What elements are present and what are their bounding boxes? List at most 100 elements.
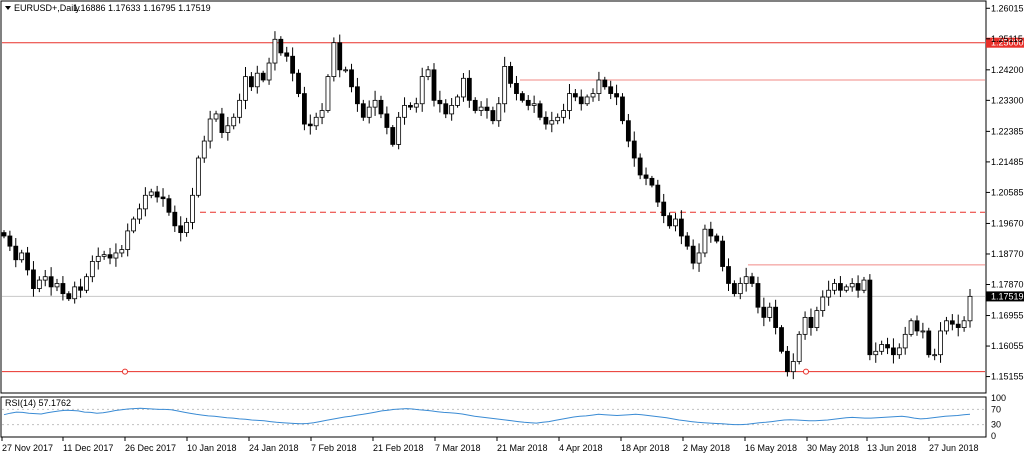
x-tick-label: 11 Dec 2017 bbox=[63, 443, 113, 453]
candle-body bbox=[867, 279, 873, 356]
candle-body bbox=[461, 77, 466, 98]
candle-body bbox=[508, 66, 513, 84]
candle-body bbox=[154, 191, 160, 198]
y-tick-label: 1.18770 bbox=[991, 249, 1024, 259]
candle-body bbox=[484, 106, 490, 111]
candle-body bbox=[637, 157, 643, 176]
candle-body bbox=[78, 286, 83, 291]
candle-body bbox=[832, 283, 837, 291]
candle-body bbox=[896, 347, 902, 356]
candle-body bbox=[296, 72, 301, 94]
candle-body bbox=[349, 69, 354, 88]
candle-body bbox=[944, 320, 949, 332]
candle-body bbox=[914, 320, 920, 332]
y-tick-label: 1.16055 bbox=[991, 341, 1024, 351]
candle-body bbox=[667, 215, 672, 227]
candle-body bbox=[36, 279, 42, 289]
candle-body bbox=[325, 76, 331, 111]
candle-body bbox=[166, 198, 172, 213]
y-tick-label: 1.17870 bbox=[991, 279, 1024, 289]
candle-body bbox=[343, 69, 349, 72]
candle-body bbox=[514, 82, 519, 94]
candle-body bbox=[48, 276, 54, 288]
candle-body bbox=[95, 255, 101, 262]
candle-body bbox=[814, 310, 820, 328]
candle-body bbox=[961, 320, 967, 328]
candle-body bbox=[31, 269, 36, 289]
candle-body bbox=[525, 99, 531, 106]
candle-body bbox=[89, 261, 95, 278]
candle-body bbox=[614, 93, 619, 98]
candle-body bbox=[101, 254, 107, 257]
candle-body bbox=[213, 113, 219, 120]
candle-body bbox=[72, 286, 78, 300]
horizontal-levels[interactable]: 1.25000 bbox=[2, 37, 1024, 375]
candle-body bbox=[1, 232, 7, 237]
current-price-line: 1.17519 bbox=[2, 291, 1024, 302]
candle-body bbox=[396, 116, 402, 145]
candle-body bbox=[13, 245, 19, 261]
alert-marker-icon[interactable] bbox=[803, 368, 809, 375]
candle-body bbox=[802, 316, 808, 335]
candle-body bbox=[190, 194, 195, 223]
candle-body bbox=[714, 235, 720, 242]
candle-body bbox=[849, 283, 855, 288]
x-tick-label: 7 Feb 2018 bbox=[311, 443, 357, 453]
x-tick-label: 2 May 2018 bbox=[683, 443, 730, 453]
candle-body bbox=[402, 105, 407, 118]
candle-body bbox=[231, 116, 237, 127]
candle-body bbox=[496, 103, 502, 122]
candle-body bbox=[449, 105, 455, 115]
candle-body bbox=[248, 76, 254, 88]
symbol-label: EURUSD+,Daily bbox=[14, 3, 80, 13]
candle-body bbox=[431, 69, 437, 101]
candle-body bbox=[25, 252, 30, 271]
candle-body bbox=[578, 96, 584, 105]
candle-body bbox=[932, 354, 938, 357]
candle-body bbox=[908, 320, 914, 335]
candle-body bbox=[549, 120, 555, 125]
candle-body bbox=[584, 96, 590, 105]
y-tick-label: 1.16955 bbox=[991, 311, 1024, 321]
candle-body bbox=[902, 333, 908, 349]
rsi-axis-label: 30 bbox=[991, 420, 1001, 430]
candle-body bbox=[519, 93, 525, 101]
candle-body bbox=[743, 276, 749, 284]
candle-body bbox=[66, 293, 72, 300]
candle-body bbox=[843, 286, 849, 291]
candle-body bbox=[201, 140, 207, 159]
candle-body bbox=[125, 230, 131, 250]
candle-body bbox=[119, 249, 125, 254]
candle-body bbox=[107, 254, 113, 259]
candle-body bbox=[60, 283, 66, 295]
candle-body bbox=[84, 276, 89, 291]
candle-body bbox=[561, 110, 566, 118]
x-tick-label: 18 Apr 2018 bbox=[621, 443, 670, 453]
candle-body bbox=[437, 99, 443, 105]
candle-body bbox=[779, 327, 784, 352]
candle-body bbox=[572, 93, 578, 98]
alert-marker-icon[interactable] bbox=[122, 368, 128, 375]
candle-body bbox=[502, 66, 508, 105]
candle-body bbox=[625, 120, 631, 142]
candle-body bbox=[7, 235, 13, 247]
y-tick-label: 1.22385 bbox=[991, 126, 1024, 136]
candle-body bbox=[955, 323, 961, 328]
candle-body bbox=[237, 99, 243, 118]
candle-body bbox=[284, 52, 290, 57]
current-price-tag-label: 1.17519 bbox=[991, 291, 1024, 301]
x-tick-label: 7 Mar 2018 bbox=[435, 443, 481, 453]
dropdown-triangle-icon[interactable] bbox=[5, 6, 11, 10]
candle-body bbox=[390, 127, 396, 145]
candle-body bbox=[702, 228, 708, 254]
x-tick-label: 30 May 2018 bbox=[807, 443, 859, 453]
candle-body bbox=[690, 245, 696, 264]
y-tick-label: 1.20585 bbox=[991, 187, 1024, 197]
candle-body bbox=[243, 76, 248, 101]
candle-body bbox=[337, 42, 343, 71]
candle-body bbox=[531, 103, 537, 106]
candle-body bbox=[207, 118, 213, 142]
candle-body bbox=[873, 350, 879, 356]
